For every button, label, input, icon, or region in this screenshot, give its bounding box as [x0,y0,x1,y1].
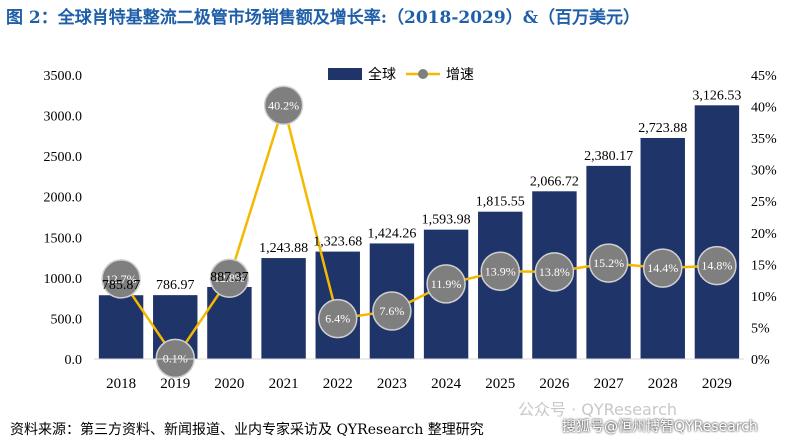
bar-2029 [694,105,740,360]
x-tick: 2029 [702,376,732,392]
y-right-tick: 20% [751,227,777,242]
legend-swatch-bar [328,68,362,80]
bar-value-label: 1,323.68 [313,235,362,250]
growth-marker-2018 [101,259,141,299]
bar-value-label: 2,380.17 [584,149,633,164]
growth-value-label: 12.8% [214,271,245,285]
x-tick: 2023 [377,376,407,392]
growth-marker-2022 [318,298,358,339]
growth-marker-2019 [155,338,195,379]
growth-value-label: 11.9% [431,277,462,291]
x-tick: 2025 [485,376,515,392]
bar-value-label: 1,593.98 [422,213,471,228]
axes-group: 0.0 500.0 1000.0 1500.0 2000.0 2500.0 3000.0 35… [44,69,778,392]
growth-value-label: 12.7% [106,272,137,286]
y-right-tick: 10% [751,290,777,305]
y-right-tick: 5% [751,321,770,336]
bar-value-label: 2,723.88 [638,121,687,136]
growth-value-label: 13.9% [485,264,516,278]
bar-value-label: 3,126.53 [692,88,741,103]
growth-value-label: 15.2% [593,256,624,270]
y-left-tick: 1000.0 [44,272,83,287]
bar-value-label: 1,424.26 [367,226,416,241]
growth-marker-2027 [588,243,629,283]
bar-value-label: 887.37 [210,270,249,285]
growth-value-label: 7.6% [379,304,404,318]
y-left-tick: 0.0 [65,353,83,368]
y-right-tick: 35% [751,132,777,147]
bar-value-label: 786.97 [156,278,195,293]
x-tick: 2022 [323,376,353,392]
x-tick: 2024 [431,376,462,392]
growth-value-label: 14.4% [647,261,678,275]
growth-line-group: 12.7% 0.1% 12.8% 40.2% 6.4% 7.6% 11.9% 13.9% 13.… [101,85,737,379]
growth-value-label: 13.8% [539,265,570,279]
bar-value-label: 2,066.72 [530,174,579,189]
y-left-tick: 500.0 [51,312,83,327]
x-tick: 2021 [269,376,299,392]
bar-group [98,105,740,360]
y-right-tick: 45% [751,69,777,84]
y-left-tick: 3500.0 [44,69,83,84]
y-left-tick: 3000.0 [44,110,83,125]
y-left-tick: 2500.0 [44,150,83,165]
y-right-tick: 0% [751,353,770,368]
growth-marker-2025 [480,251,520,292]
label-group: 785.87 786.97 887.37 1,243.88 1,323.68 1,424.… [102,88,742,293]
growth-marker-2024 [426,264,466,304]
y-left-tick: 2000.0 [44,191,83,206]
bar-value-label: 1,243.88 [259,241,308,256]
y-right-tick: 30% [751,164,777,179]
growth-marker-2026 [534,252,575,292]
y-right-tick: 15% [751,258,777,273]
legend-label-line: 增速 [446,67,474,83]
x-tick: 2026 [539,376,570,392]
y-right-tick: 25% [751,195,777,210]
bar-2018 [98,295,144,359]
legend: 全球 增速 [328,66,474,83]
bar-value-label: 1,815.55 [476,195,525,210]
growth-value-label: 6.4% [325,312,350,326]
legend-label-bar: 全球 [368,66,396,83]
chart-title: 图 2：全球肖特基整流二极管市场销售额及增长率:（2018-2029）&（百万美… [6,8,641,28]
y-left-tick: 1500.0 [44,231,83,246]
y-right-tick: 40% [751,101,777,116]
growth-marker-2028 [643,248,683,288]
growth-marker-2021 [263,85,304,126]
growth-marker-2023 [372,291,412,331]
growth-marker-2020 [209,258,250,298]
watermark-sohu: 搜狐号@恒州博智QYResearch [562,419,758,435]
x-tick: 2019 [160,376,190,392]
bar-2021 [261,258,306,359]
growth-value-label: 40.2% [268,98,299,112]
x-tick: 2020 [214,376,244,392]
legend-marker [418,69,428,79]
x-tick: 2027 [594,376,625,392]
source-note: 资料来源：第三方资料、新闻报道、业内专家采访及 QYResearch 整理研究 [10,422,484,438]
watermark: 公众号 · QYResearch [518,400,678,419]
growth-value-label: 0.1% [163,351,188,365]
growth-marker-2029 [697,245,737,286]
growth-value-label: 14.8% [701,259,732,273]
bar-value-label: 785.87 [102,278,141,293]
x-tick: 2018 [106,376,136,392]
x-tick: 2028 [648,376,678,392]
